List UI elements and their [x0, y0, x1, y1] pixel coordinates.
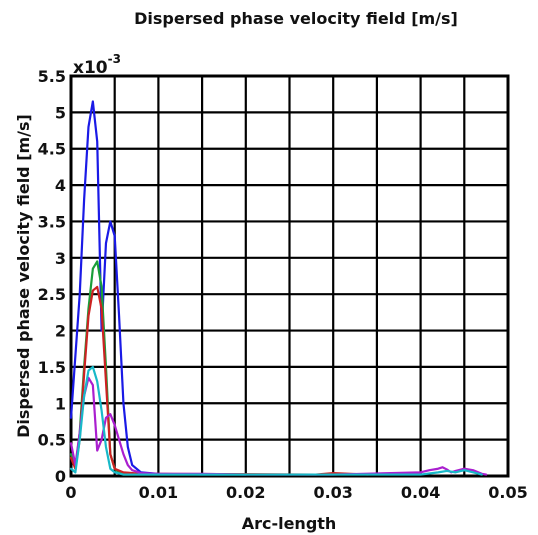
grid — [71, 76, 508, 476]
x-tick-label: 0.05 — [488, 483, 527, 502]
series-line-4 — [69, 376, 488, 476]
y-tick-label: 3.5 — [38, 212, 66, 231]
series-layer — [69, 100, 488, 476]
chart-title: Dispersed phase velocity field [m/s] — [134, 9, 458, 28]
x-axis-ticks: 0 0.01 0.02 0.03 0.04 0.05 — [65, 483, 527, 502]
y-tick-label: 5 — [55, 103, 66, 122]
x-tick-label: 0.01 — [139, 483, 178, 502]
series-line-5 — [69, 365, 483, 476]
y-tick-label: 1.5 — [38, 358, 66, 377]
x-tick-label: 0.03 — [313, 483, 352, 502]
y-multiplier-exponent: -3 — [108, 52, 121, 66]
y-tick-label: 2 — [55, 322, 66, 341]
x-tick-label: 0.04 — [401, 483, 440, 502]
y-tick-label: 0.5 — [38, 431, 66, 450]
y-multiplier: x10-3 — [73, 52, 121, 78]
y-axis-ticks: 0 0.5 1 1.5 2 2.5 3 3.5 4 4.5 5 5.5 — [38, 67, 66, 486]
x-tick-label: 0.02 — [226, 483, 265, 502]
y-axis-label: Dispersed phase velocity field [m/s] — [14, 114, 33, 438]
y-multiplier-base: x10 — [73, 58, 108, 78]
plot-frame — [69, 74, 510, 478]
y-tick-label: 4 — [55, 176, 66, 195]
y-tick-label: 3 — [55, 249, 66, 268]
y-tick-label: 5.5 — [38, 67, 66, 86]
y-tick-label: 1 — [55, 394, 66, 413]
x-tick-label: 0 — [65, 483, 76, 502]
y-tick-label: 4.5 — [38, 140, 66, 159]
y-tick-label: 2.5 — [38, 285, 66, 304]
x-axis-label: Arc-length — [242, 514, 337, 533]
y-tick-label: 0 — [55, 467, 66, 486]
